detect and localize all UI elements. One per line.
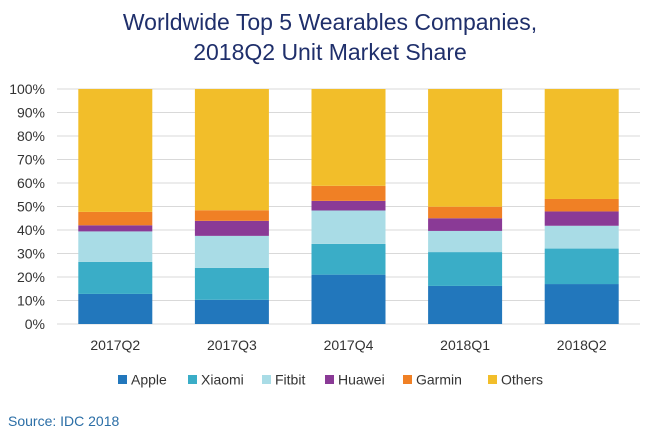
bar-apple-2018q1 [428, 285, 503, 324]
legend-swatch-fitbit [262, 375, 271, 384]
y-tick-label: 80% [17, 128, 45, 144]
y-tick-label: 40% [17, 222, 45, 238]
bar-garmin-2017q3 [194, 210, 269, 221]
legend-label-apple: Apple [131, 372, 167, 388]
bar-fitbit-2018q1 [428, 230, 503, 253]
x-tick-label: 2017Q2 [90, 337, 140, 353]
y-tick-label: 50% [17, 199, 45, 215]
legend-label-others: Others [501, 372, 543, 388]
x-tick-label: 2017Q3 [207, 337, 257, 353]
legend-swatch-xiaomi [188, 375, 197, 384]
legend-label-huawei: Huawei [338, 372, 385, 388]
bar-others-2017q3 [194, 89, 269, 211]
y-tick-label: 0% [25, 316, 45, 332]
legend-swatch-others [488, 375, 497, 384]
y-tick-label: 30% [17, 246, 45, 262]
bar-garmin-2017q4 [311, 185, 386, 201]
bar-others-2018q1 [428, 89, 503, 207]
bar-xiaomi-2017q4 [311, 243, 386, 275]
legend-swatch-huawei [325, 375, 334, 384]
chart-title-line-2: 2018Q2 Unit Market Share [193, 39, 467, 65]
bar-others-2017q2 [78, 89, 153, 212]
y-tick-label: 100% [9, 81, 45, 97]
bar-huawei-2018q1 [428, 218, 503, 231]
y-tick-label: 70% [17, 152, 45, 168]
x-tick-label: 2018Q2 [557, 337, 607, 353]
bar-xiaomi-2017q2 [78, 261, 153, 294]
bar-xiaomi-2018q2 [544, 248, 619, 285]
source-note: Source: IDC 2018 [8, 413, 119, 429]
y-tick-label: 10% [17, 293, 45, 309]
y-tick-label: 60% [17, 175, 45, 191]
bar-xiaomi-2018q1 [428, 252, 503, 286]
bar-others-2018q2 [544, 89, 619, 199]
legend-swatch-apple [118, 375, 127, 384]
y-tick-label: 90% [17, 105, 45, 121]
y-tick-label: 20% [17, 269, 45, 285]
bar-apple-2017q2 [78, 293, 153, 324]
bar-garmin-2018q1 [428, 206, 503, 219]
bar-apple-2017q3 [194, 299, 269, 324]
bar-fitbit-2018q2 [544, 225, 619, 249]
bar-huawei-2017q2 [78, 225, 153, 232]
bar-fitbit-2017q2 [78, 231, 153, 262]
bar-garmin-2017q2 [78, 211, 153, 226]
bar-huawei-2017q4 [311, 200, 386, 211]
chart-title-line-1: Worldwide Top 5 Wearables Companies, [123, 9, 537, 35]
bar-huawei-2017q3 [194, 220, 269, 236]
bar-fitbit-2017q3 [194, 235, 269, 268]
bar-xiaomi-2017q3 [194, 267, 269, 300]
legend-label-garmin: Garmin [416, 372, 462, 388]
legend-label-fitbit: Fitbit [275, 372, 305, 388]
bar-apple-2017q4 [311, 274, 386, 324]
bar-fitbit-2017q4 [311, 210, 386, 244]
x-tick-label: 2017Q4 [324, 337, 374, 353]
legend-label-xiaomi: Xiaomi [201, 372, 244, 388]
legend-swatch-garmin [403, 375, 412, 384]
bar-garmin-2018q2 [544, 198, 619, 212]
bar-huawei-2018q2 [544, 211, 619, 226]
bar-apple-2018q2 [544, 284, 619, 324]
x-tick-label: 2018Q1 [440, 337, 490, 353]
bar-others-2017q4 [311, 89, 386, 186]
